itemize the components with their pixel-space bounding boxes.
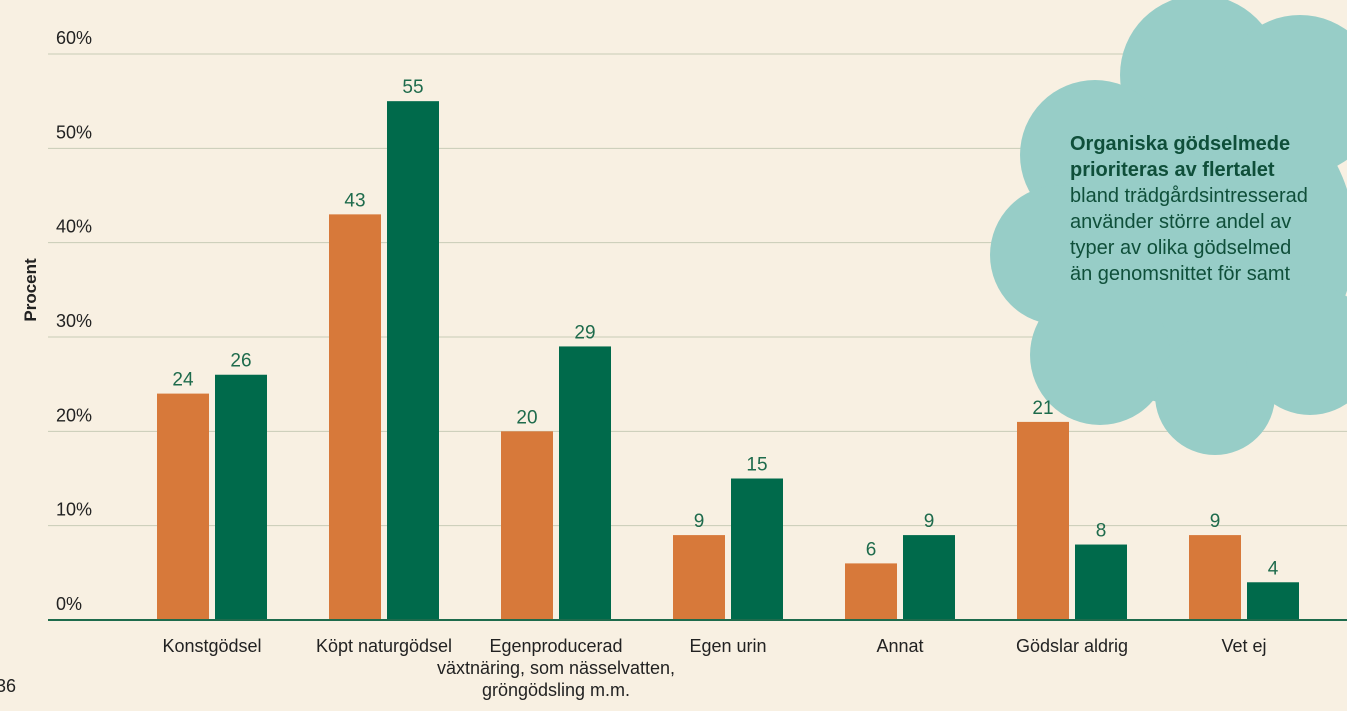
y-tick-label: 20%	[56, 405, 92, 425]
data-label: 43	[344, 190, 365, 211]
data-label: 21	[1032, 398, 1053, 419]
x-tick-label: Köpt naturgödsel	[316, 636, 452, 656]
page-number: 36	[0, 676, 16, 696]
data-label: 15	[746, 455, 767, 476]
annotation-text: bland trädgårdsintresserad	[1070, 185, 1308, 207]
x-tick-label: Vet ej	[1221, 636, 1266, 656]
annotation-heading: Organiska gödselmede	[1070, 133, 1290, 155]
data-label: 29	[574, 322, 595, 343]
x-tick-label: Konstgödsel	[162, 636, 261, 656]
chart: Procent 36 0% 10% 20% 30% 40% 50% 60% Konstgöds…	[0, 0, 1347, 711]
data-label: 4	[1268, 558, 1279, 579]
y-tick-label: 0%	[56, 594, 82, 614]
y-tick-label: 10%	[56, 500, 92, 520]
bar	[329, 214, 381, 620]
annotation-text: än genomsnittet för samt	[1070, 263, 1291, 285]
page: Procent 36 0% 10% 20% 30% 40% 50% 60% Konstgöds…	[0, 0, 1347, 711]
y-tick-label: 50%	[56, 122, 92, 142]
bar	[845, 563, 897, 620]
y-tick-label: 60%	[56, 28, 92, 48]
bar	[673, 535, 725, 620]
bar	[501, 431, 553, 620]
bar	[903, 535, 955, 620]
data-label: 9	[924, 511, 935, 532]
bar	[1247, 582, 1299, 620]
bar	[1189, 535, 1241, 620]
data-label: 26	[230, 351, 251, 372]
annotation-heading: prioriteras av flertalet	[1070, 159, 1275, 181]
x-tick-label: Annat	[876, 636, 923, 656]
bar	[157, 394, 209, 620]
data-label: 9	[694, 511, 705, 532]
data-label: 6	[866, 539, 877, 560]
x-tick-label: Gödslar aldrig	[1016, 636, 1128, 656]
bar	[387, 101, 439, 620]
bar	[1017, 422, 1069, 620]
data-label: 8	[1096, 521, 1107, 542]
x-tick-label: Egen urin	[689, 636, 766, 656]
y-axis-label: Procent	[21, 258, 40, 322]
bar	[559, 346, 611, 620]
data-label: 9	[1210, 511, 1221, 532]
y-tick-label: 30%	[56, 311, 92, 331]
bar	[1075, 545, 1127, 620]
annotation-text: typer av olika gödselmed	[1070, 237, 1291, 259]
data-label: 20	[516, 407, 537, 428]
bar	[215, 375, 267, 620]
data-label: 24	[172, 370, 194, 391]
bar	[731, 479, 783, 621]
y-tick-label: 40%	[56, 217, 92, 237]
data-label: 55	[402, 77, 423, 98]
annotation-text: använder större andel av	[1070, 211, 1291, 233]
